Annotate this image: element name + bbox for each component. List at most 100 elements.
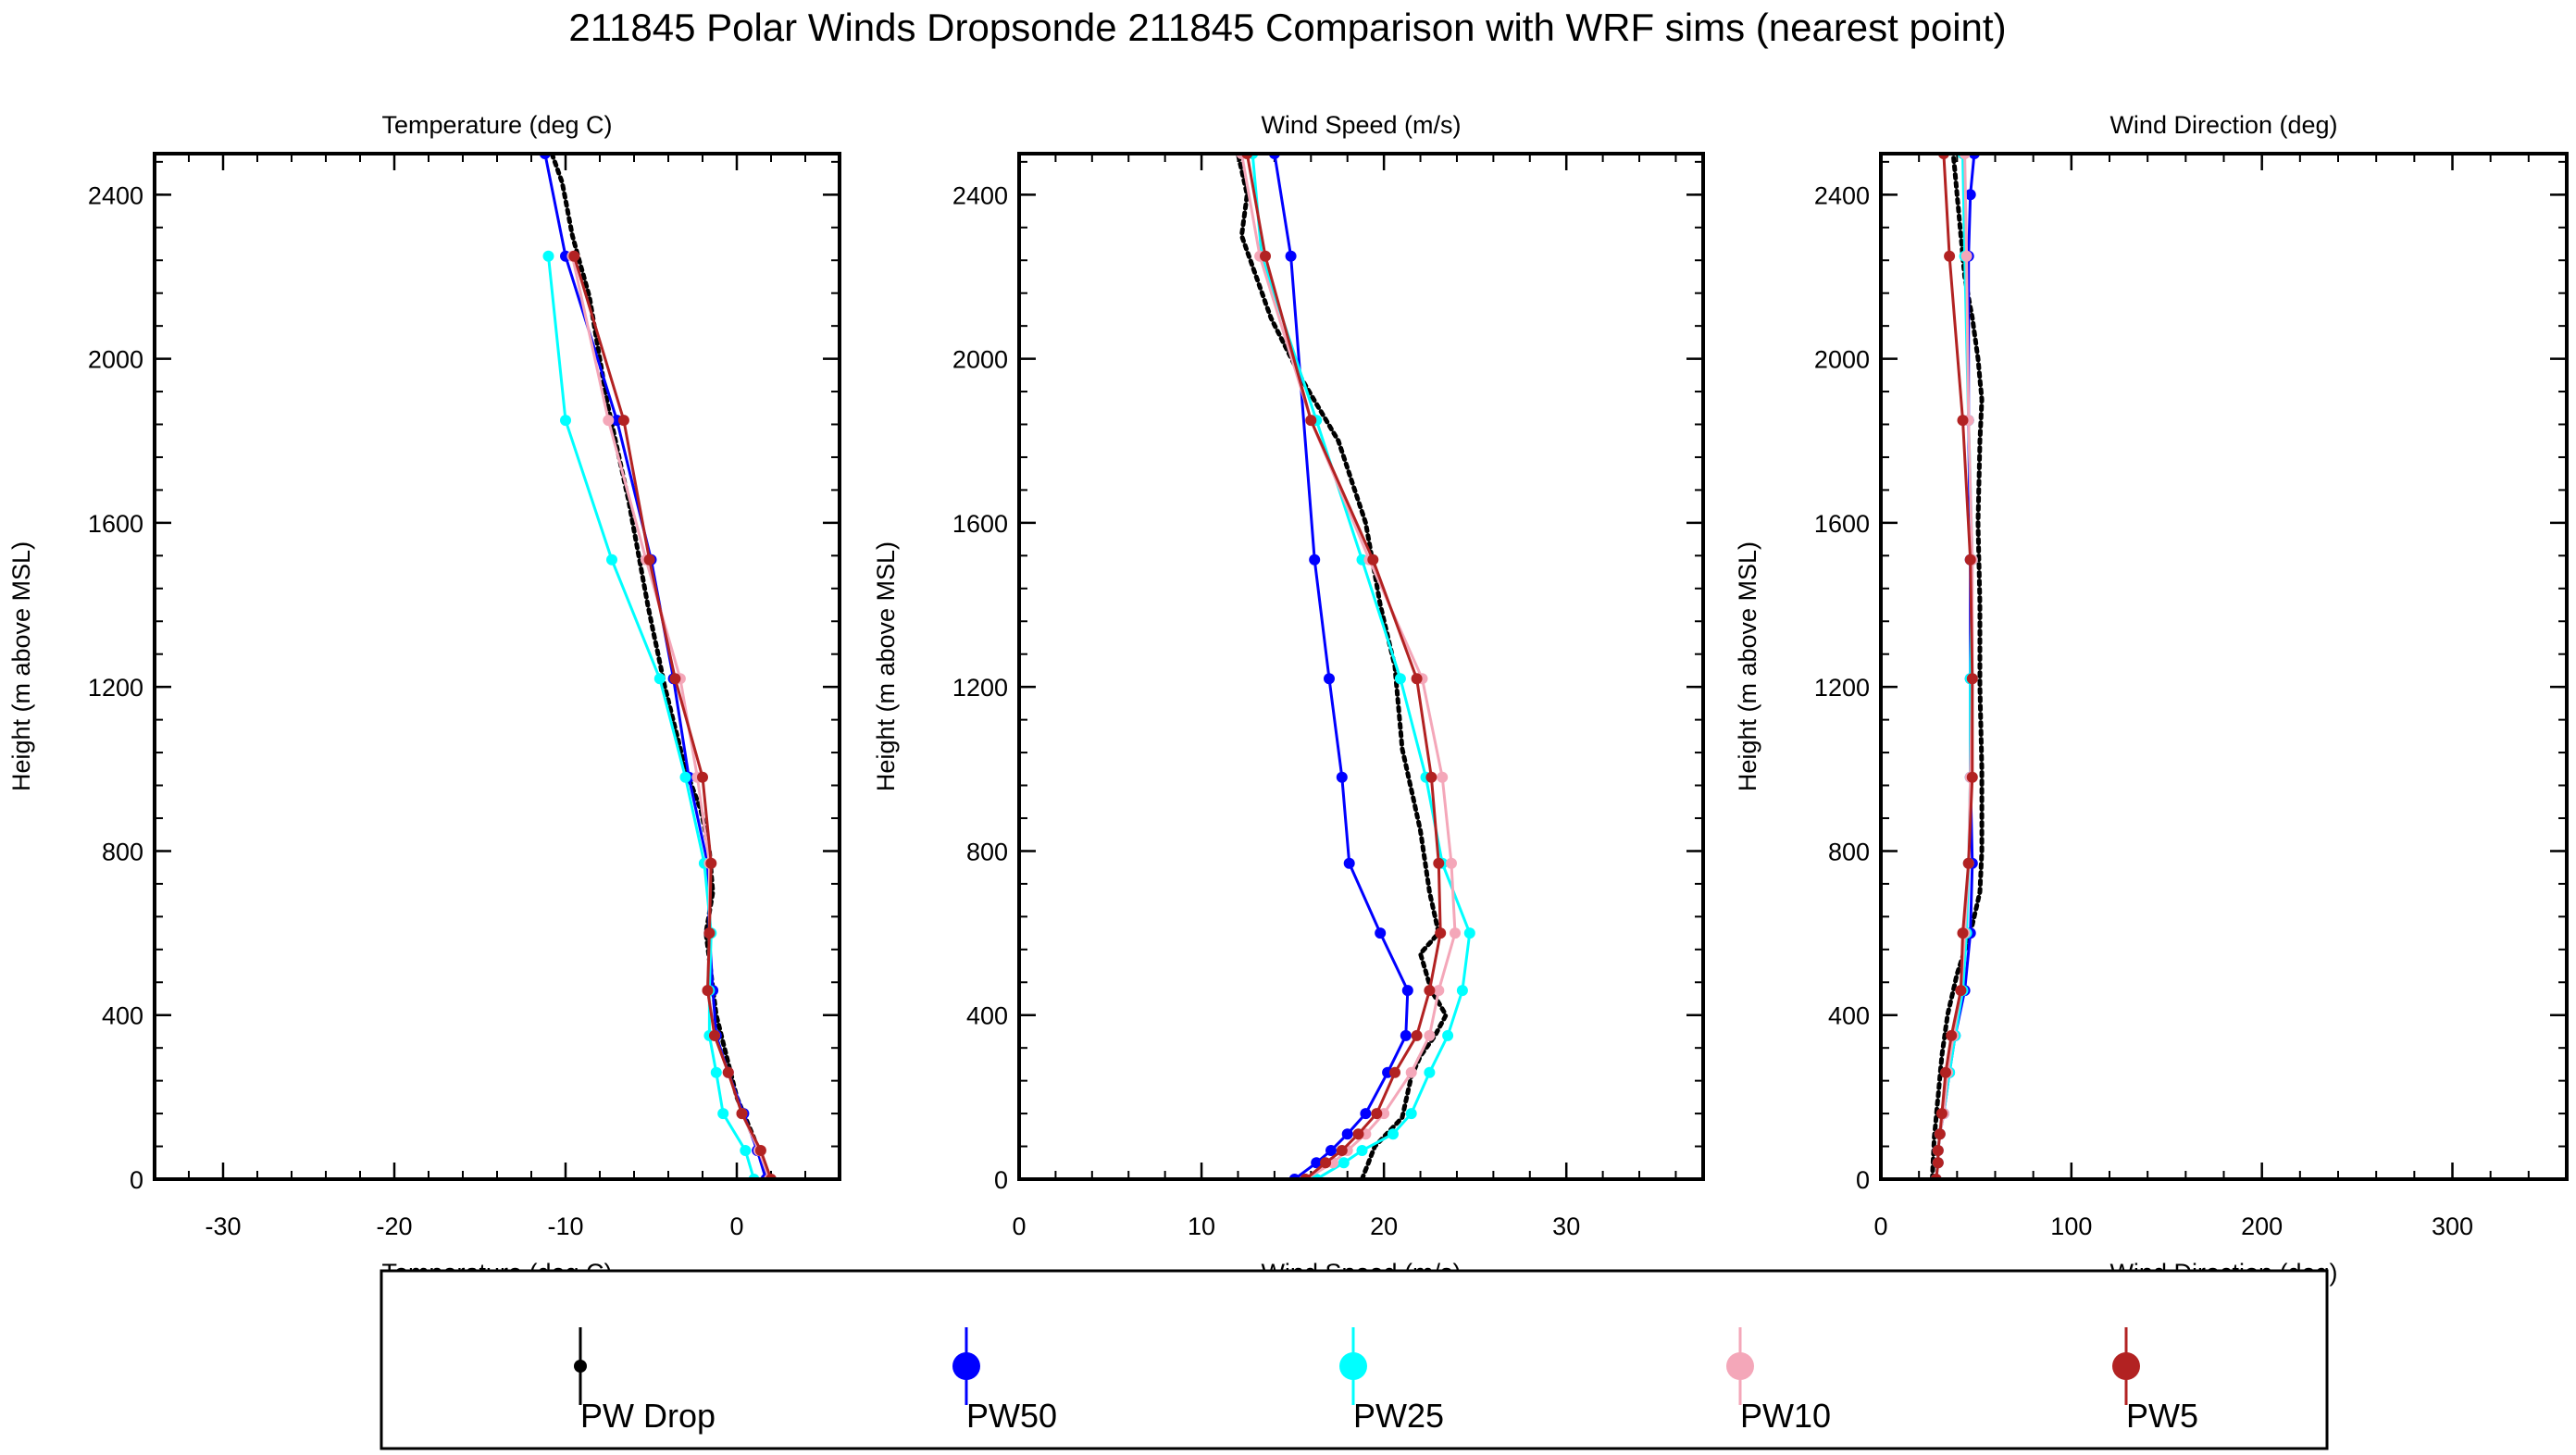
series-pw10-point: [1433, 985, 1445, 997]
series-pw5-point: [1964, 553, 1976, 566]
y-tick-label: 1600: [1814, 510, 1870, 538]
plot-frame: [1879, 152, 2569, 1181]
y-axis-label: Height (m above MSL): [872, 541, 900, 791]
series-pw25-point: [1356, 1145, 1368, 1156]
series-pw25-point: [1388, 1128, 1399, 1140]
y-tick-label: 2400: [88, 181, 143, 209]
series-pw5-point: [1371, 1108, 1383, 1120]
y-axis-label: Height (m above MSL): [1734, 541, 1761, 791]
series-pw50-point: [1343, 857, 1355, 869]
y-tick-label: 400: [1828, 1002, 1870, 1030]
series-pw5-point: [1940, 1066, 1951, 1078]
series-pw5-point: [754, 1145, 766, 1156]
series-pw5-point: [702, 985, 714, 997]
series-pw25-point: [653, 673, 666, 685]
series-pw50-point: [1341, 1128, 1353, 1140]
series-pw25-point: [542, 250, 554, 262]
legend-label: PW25: [1353, 1397, 1444, 1435]
series-pw50-point: [1324, 673, 1335, 685]
y-tick-label: 0: [130, 1166, 143, 1194]
x-tick-label: 20: [1370, 1212, 1398, 1240]
x-tick-label: 100: [2050, 1212, 2092, 1240]
series-pw25-point: [740, 1145, 752, 1156]
series-pw25-point: [1405, 1108, 1417, 1120]
y-tick-label: 2000: [1814, 346, 1870, 374]
series-pw50-point: [1964, 189, 1976, 201]
series-pw5-point: [617, 415, 629, 427]
series-pw5-point: [1932, 1157, 1944, 1169]
series-pw5-point: [1389, 1066, 1400, 1078]
series-pw10-point: [603, 415, 615, 427]
series-pw5-point: [1932, 1145, 1944, 1156]
legend-item-drop: PW Drop: [574, 1327, 716, 1435]
series-pw5-point: [1435, 927, 1447, 939]
series-pw5-point: [1955, 985, 1967, 997]
legend-marker: [1726, 1352, 1754, 1380]
series-pw5-point: [1260, 250, 1271, 262]
plot-frame: [153, 152, 841, 1181]
series-pw5-point: [1935, 1108, 1948, 1120]
panel-title: Wind Direction (deg): [2109, 111, 2337, 139]
series-pw5-point: [722, 1066, 734, 1078]
series-pw5-point: [1957, 415, 1969, 427]
series-pw50-point: [1325, 1145, 1337, 1156]
series-pw5-point: [1411, 1029, 1423, 1041]
x-tick-label: 30: [1552, 1212, 1580, 1240]
series-pw5-point: [643, 553, 655, 566]
series-pw10-point: [1405, 1066, 1417, 1078]
series-pw5-point: [1411, 673, 1423, 685]
x-tick-label: -20: [376, 1212, 412, 1240]
legend-label: PW Drop: [580, 1397, 716, 1435]
series-pw25-point: [1424, 1066, 1436, 1078]
series-pw25-point: [1338, 1157, 1350, 1169]
panel-2: Wind Speed (m/s)Wind Speed (m/s)Height (…: [872, 111, 1705, 1287]
series-pw5-point: [1433, 857, 1445, 869]
legend-marker: [2112, 1352, 2140, 1380]
series-pw10-line: [1239, 154, 1457, 1179]
series-pw5-point: [705, 857, 717, 869]
legend-label: PW10: [1740, 1397, 1831, 1435]
legend-marker: [1339, 1352, 1367, 1380]
series-pw5-point: [1320, 1157, 1332, 1169]
series-drop-line: [1236, 154, 1449, 1179]
y-tick-label: 400: [102, 1002, 143, 1030]
series-pw5-point: [703, 927, 716, 939]
series-pw5-point: [1305, 415, 1317, 427]
y-tick-label: 2400: [1814, 181, 1870, 209]
series-pw5-point: [1424, 985, 1436, 997]
series-pw5-point: [1957, 927, 1969, 939]
series-pw5-point: [669, 673, 681, 685]
y-tick-label: 2000: [88, 346, 143, 374]
series-pw5-point: [1946, 1029, 1958, 1041]
series-pw10-point: [1437, 771, 1449, 783]
series-pw50-point: [1375, 927, 1387, 939]
series-pw5-line: [1245, 154, 1442, 1179]
x-tick-label: 0: [1873, 1212, 1887, 1240]
series-pw25-point: [710, 1066, 722, 1078]
series-pw25-line: [1251, 154, 1472, 1179]
panel-3: Wind Direction (deg)Wind Direction (deg)…: [1734, 111, 2569, 1287]
figure-title: 211845 Polar Winds Dropsonde 211845 Comp…: [568, 6, 2006, 49]
series-pw10-point: [1960, 250, 1972, 262]
y-tick-label: 400: [966, 1002, 1008, 1030]
series-pw10-point: [1446, 857, 1457, 869]
series-pw25-point: [679, 771, 691, 783]
y-tick-label: 800: [102, 838, 143, 865]
y-tick-label: 1600: [952, 510, 1008, 538]
plot-area: [1930, 154, 1985, 1179]
series-pw25-point: [717, 1108, 729, 1120]
y-tick-label: 2400: [952, 181, 1008, 209]
x-tick-label: 0: [1012, 1212, 1026, 1240]
y-tick-label: 1200: [1814, 674, 1870, 702]
series-pw25-point: [1394, 673, 1406, 685]
y-axis-label: Height (m above MSL): [7, 541, 35, 791]
series-pw50-point: [1360, 1108, 1372, 1120]
x-tick-label: -10: [547, 1212, 583, 1240]
series-pw5-point: [1336, 1145, 1348, 1156]
series-pw50-point: [1311, 1157, 1323, 1169]
panel-title: Wind Speed (m/s): [1261, 111, 1461, 139]
x-tick-label: 0: [729, 1212, 743, 1240]
y-tick-label: 1600: [88, 510, 143, 538]
series-pw25-point: [1463, 927, 1475, 939]
